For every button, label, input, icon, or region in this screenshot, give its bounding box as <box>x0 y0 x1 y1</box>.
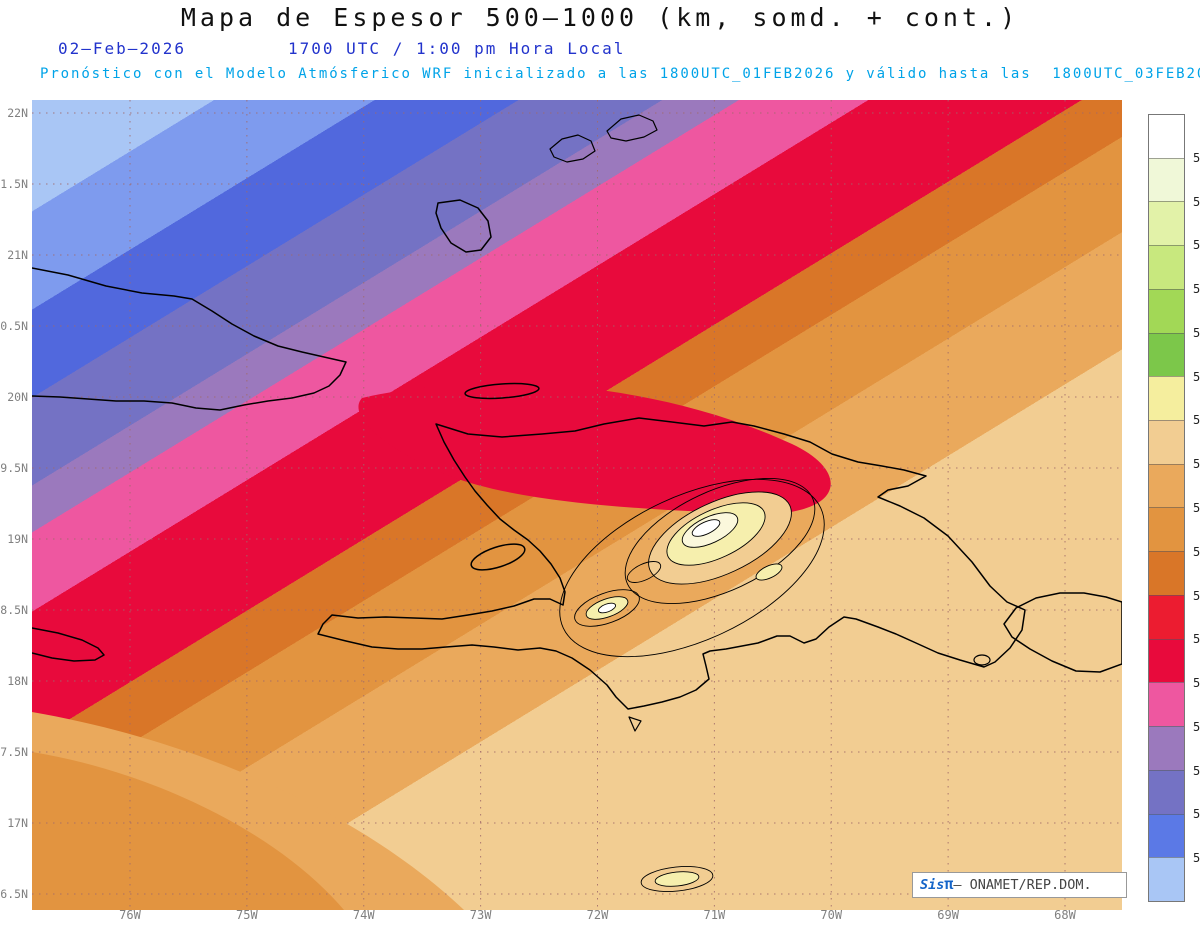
lat-axis-label: 20N <box>7 390 28 404</box>
pi-icon: π <box>944 875 954 893</box>
colorbar-segment <box>1149 857 1184 901</box>
colorbar-segment <box>1149 157 1184 202</box>
coastline-hispaniola <box>317 417 1026 710</box>
contour-ring-secondary <box>574 589 640 627</box>
colorbar-value-label: 5.76 <box>1193 413 1200 428</box>
colorbar-segment <box>1149 638 1184 683</box>
colorbar-value-label: 5.652 <box>1193 807 1200 822</box>
island-caicos-1 <box>549 134 596 163</box>
colorbar-value-label: 5.676 <box>1193 719 1200 734</box>
lon-axis-label: 76W <box>119 908 141 922</box>
colorbar-segment <box>1149 332 1184 377</box>
colorbar-value-label: 5.819 <box>1193 194 1200 209</box>
overlay-red-central <box>358 383 831 515</box>
colorbar-value-label: 5.712 <box>1193 588 1200 603</box>
colorbar-segment <box>1149 769 1184 814</box>
colorbar-value-label: 5.688 <box>1193 676 1200 691</box>
overlay-orange-southwest <box>32 752 344 910</box>
lon-axis-label: 73W <box>469 908 492 922</box>
colorbar-segment <box>1149 376 1184 421</box>
colorbar-value-label: 5.724 <box>1193 544 1200 559</box>
colorbar-segment <box>1149 288 1184 333</box>
colorbar-value-label: 5.736 <box>1193 501 1200 515</box>
coastlines <box>32 114 1122 732</box>
colorbar-segment <box>1149 245 1184 289</box>
contour-fill-white <box>691 519 721 537</box>
thickness-map-svg <box>32 100 1122 910</box>
contour-spots <box>559 478 825 892</box>
contour-ring-south <box>640 866 714 892</box>
attribution-box: Sisπ– ONAMET/REP.DOM. <box>912 872 1127 898</box>
contour-ring-outer <box>559 478 825 658</box>
lat-axis-label: 0.5N <box>0 319 28 333</box>
colorbar-value-label: 5.783 <box>1193 325 1200 340</box>
lat-axis-label: 8.5N <box>0 603 28 617</box>
contour-core-secondary <box>597 602 617 614</box>
forecast-description: Pronóstico con el Modelo Atmósferico WRF… <box>40 66 1200 82</box>
colorbar-value-label: 5.748 <box>1193 457 1200 472</box>
page-title: Mapa de Espesor 500–1000 (km, somd. + co… <box>180 3 1020 32</box>
lat-axis-label: 7.5N <box>0 745 28 759</box>
lat-axis-label: 21N <box>7 248 28 262</box>
island-tortuga <box>464 382 540 400</box>
colorbar-segment <box>1149 726 1184 770</box>
lon-axis-label: 68W <box>1054 908 1076 922</box>
contour-ring <box>624 478 816 604</box>
colorbar-segment <box>1149 551 1184 595</box>
colorbar-segment <box>1149 813 1184 858</box>
colorbar-value-label: 5.7 <box>1193 632 1200 647</box>
lon-axis-label: 70W <box>820 908 843 922</box>
colorbar-segment <box>1149 420 1184 464</box>
lat-axis-label: 19N <box>7 532 28 546</box>
colorbar-segment <box>1149 463 1184 508</box>
lat-axis-label: 22N <box>7 106 28 120</box>
coastline-cuba <box>32 267 347 411</box>
contour-spot-south <box>654 871 700 887</box>
coastline-jamaica <box>32 627 105 662</box>
colorbar-value-label: 5.772 <box>1193 369 1200 384</box>
lat-axis-label: 6.5N <box>0 887 28 901</box>
colorbar-segment <box>1149 115 1184 158</box>
colorbar-value-label: 5.664 <box>1193 763 1200 778</box>
colorbar <box>1148 114 1185 902</box>
lat-axis-label: 17N <box>7 816 28 830</box>
island-beata <box>628 716 642 732</box>
lat-axis-label: 1.5N <box>0 177 28 191</box>
island-puerto-rico <box>1003 592 1122 673</box>
colorbar-segment <box>1149 594 1184 639</box>
date-line: 02–Feb–2026 1700 UTC / 1:00 pm Hora Loca… <box>0 39 1200 61</box>
attribution-brand: Sis <box>920 877 945 893</box>
colorbar-segment <box>1149 201 1184 246</box>
lon-axis-label: 74W <box>352 908 375 922</box>
contour-spot-small <box>755 563 783 581</box>
contour-ring-small <box>626 561 662 583</box>
island-mona <box>973 654 991 666</box>
colorbar-value-label: 5.831 <box>1193 150 1200 165</box>
island-gonave <box>470 543 526 571</box>
lon-axis-label: 69W <box>937 908 959 922</box>
colorbar-value-label: 5.807 <box>1193 238 1200 253</box>
lat-axis-label: 18N <box>7 674 28 688</box>
island-great-inagua <box>435 199 492 253</box>
colorbar-segment <box>1149 682 1184 727</box>
forecast-time: 1700 UTC / 1:00 pm Hora Local <box>288 39 626 58</box>
lat-axis-label: 9.5N <box>0 461 28 475</box>
colorbar-value-label: 5.64 <box>1193 851 1200 866</box>
lon-axis-label: 75W <box>236 908 258 922</box>
lon-axis-label: 71W <box>703 908 726 922</box>
colorbar-value-label: 5.795 <box>1193 282 1200 297</box>
attribution-text: – ONAMET/REP.DOM. <box>953 877 1092 893</box>
lon-axis-label: 72W <box>586 908 609 922</box>
colorbar-segment <box>1149 507 1184 552</box>
island-caicos-2 <box>606 114 658 142</box>
forecast-date: 02–Feb–2026 <box>58 39 186 58</box>
